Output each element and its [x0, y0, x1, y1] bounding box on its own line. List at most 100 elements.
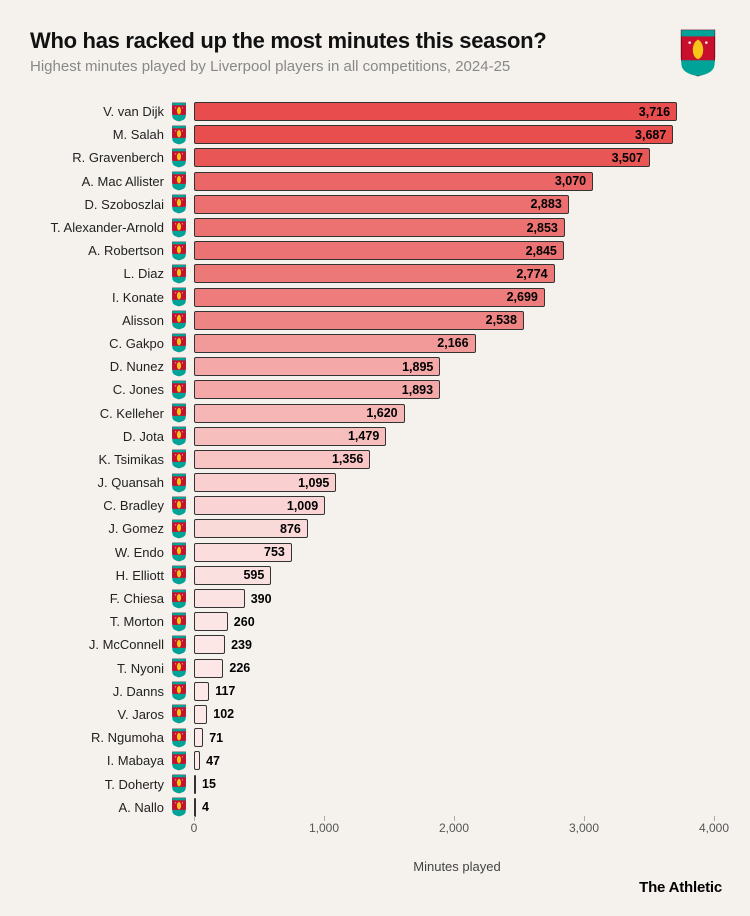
- player-name: A. Mac Allister: [30, 174, 168, 189]
- bar-row: I. Mabaya47: [30, 749, 720, 772]
- x-tick-label: 1,000: [309, 821, 339, 835]
- club-crest-icon: [170, 125, 188, 145]
- x-axis-label: Minutes played: [194, 859, 720, 874]
- bar-row: D. Nunez1,895: [30, 355, 720, 378]
- player-name: F. Chiesa: [30, 591, 168, 606]
- club-crest-icon: [170, 426, 188, 446]
- bar-row: T. Doherty15: [30, 772, 720, 795]
- club-crest-icon: [170, 681, 188, 701]
- club-crest-icon: [170, 635, 188, 655]
- bar: 3,070: [194, 172, 593, 191]
- bar-value: 2,166: [437, 336, 474, 350]
- bar-value: 1,095: [298, 476, 335, 490]
- club-crest-icon: [170, 774, 188, 794]
- club-crest-icon: [170, 333, 188, 353]
- player-name: J. Danns: [30, 684, 168, 699]
- bar: 2,699: [194, 288, 545, 307]
- bar: 2,774: [194, 264, 555, 283]
- club-crest-icon: [170, 589, 188, 609]
- bar-value: 876: [280, 522, 307, 536]
- bar-row: Alisson2,538: [30, 309, 720, 332]
- bar-row: T. Morton260: [30, 610, 720, 633]
- bar-row: V. van Dijk 3,716: [30, 100, 720, 123]
- bar: 753: [194, 543, 292, 562]
- club-crest-icon: [170, 357, 188, 377]
- bar-value: 102: [207, 707, 234, 721]
- bar-value: 2,883: [531, 197, 568, 211]
- player-name: V. van Dijk: [30, 104, 168, 119]
- bar: [194, 612, 228, 631]
- bar-value: 1,479: [348, 429, 385, 443]
- bar: 595: [194, 566, 271, 585]
- club-crest-icon: [170, 194, 188, 214]
- bar-value: 595: [243, 568, 270, 582]
- bar-value: 1,893: [402, 383, 439, 397]
- x-axis: 01,0002,0003,0004,000: [194, 821, 714, 841]
- bar-row: R. Gravenberch 3,507: [30, 146, 720, 169]
- source-credit: The Athletic: [639, 879, 722, 896]
- bar-row: K. Tsimikas1,356: [30, 448, 720, 471]
- club-crest-icon: [170, 751, 188, 771]
- bar: 3,687: [194, 125, 673, 144]
- bar-value: 226: [223, 661, 250, 675]
- player-name: J. Gomez: [30, 521, 168, 536]
- bar-row: R. Ngumoha 71: [30, 726, 720, 749]
- player-name: T. Morton: [30, 614, 168, 629]
- bar-row: V. Jaros102: [30, 703, 720, 726]
- x-tick-label: 4,000: [699, 821, 729, 835]
- club-crest-icon: [170, 241, 188, 261]
- player-name: D. Nunez: [30, 359, 168, 374]
- player-name: H. Elliott: [30, 568, 168, 583]
- bar-row: A. Mac Allister 3,070: [30, 170, 720, 193]
- player-name: L. Diaz: [30, 266, 168, 281]
- club-crest-icon: [170, 496, 188, 516]
- bar: 876: [194, 519, 308, 538]
- player-name: W. Endo: [30, 545, 168, 560]
- bar: 2,538: [194, 311, 524, 330]
- bar-row: T. Nyoni 226: [30, 657, 720, 680]
- bar-row: I. Konate2,699: [30, 286, 720, 309]
- player-name: T. Nyoni: [30, 661, 168, 676]
- player-name: R. Gravenberch: [30, 150, 168, 165]
- player-name: R. Ngumoha: [30, 730, 168, 745]
- bar-row: T. Alexander-Arnold2,853: [30, 216, 720, 239]
- player-name: I. Mabaya: [30, 753, 168, 768]
- bar-row: D. Jota1,479: [30, 425, 720, 448]
- club-crest-icon: [170, 728, 188, 748]
- bar-row: A. Nallo4: [30, 796, 720, 819]
- bar-row: M. Salah3,687: [30, 123, 720, 146]
- bar: 1,009: [194, 496, 325, 515]
- bar-value: 3,070: [555, 174, 592, 188]
- player-name: J. McConnell: [30, 637, 168, 652]
- x-tick-label: 2,000: [439, 821, 469, 835]
- club-crest-icon: [170, 102, 188, 122]
- club-crest-icon: [170, 310, 188, 330]
- bar: 3,507: [194, 148, 650, 167]
- bar: [194, 728, 203, 747]
- club-crest-icon: [170, 658, 188, 678]
- bar-row: C. Jones 1,893: [30, 378, 720, 401]
- bar: [194, 682, 209, 701]
- bar-row: J. McConnell239: [30, 633, 720, 656]
- bar: 1,095: [194, 473, 336, 492]
- club-crest-icon: [170, 612, 188, 632]
- club-crest-icon: [170, 380, 188, 400]
- club-crest-icon: [170, 148, 188, 168]
- bar: 1,893: [194, 380, 440, 399]
- bar: 3,716: [194, 102, 677, 121]
- bar-row: H. Elliott 595: [30, 564, 720, 587]
- player-name: J. Quansah: [30, 475, 168, 490]
- bar-row: C. Gakpo2,166: [30, 332, 720, 355]
- bar-value: 2,538: [486, 313, 523, 327]
- bar-row: J. Danns117: [30, 680, 720, 703]
- club-crest-icon: [170, 449, 188, 469]
- bar-value: 71: [203, 731, 223, 745]
- chart-subtitle: Highest minutes played by Liverpool play…: [30, 58, 664, 75]
- bar-row: C. Kelleher1,620: [30, 401, 720, 424]
- bar: [194, 705, 207, 724]
- bar: 1,356: [194, 450, 370, 469]
- chart-header: Who has racked up the most minutes this …: [30, 28, 720, 78]
- player-name: C. Jones: [30, 382, 168, 397]
- bar: 2,845: [194, 241, 564, 260]
- bar-row: W. Endo 753: [30, 541, 720, 564]
